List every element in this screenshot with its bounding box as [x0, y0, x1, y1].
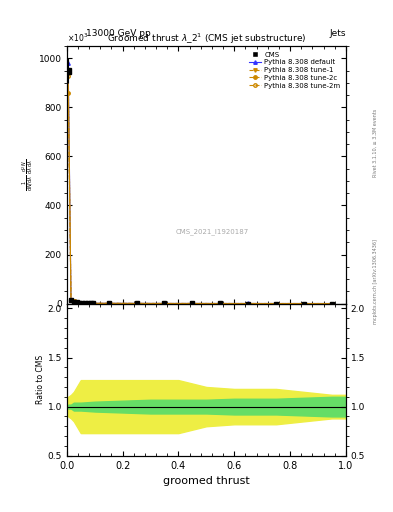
Text: CMS_2021_I1920187: CMS_2021_I1920187	[175, 228, 248, 235]
Text: mcplots.cern.ch [arXiv:1306.3436]: mcplots.cern.ch [arXiv:1306.3436]	[373, 239, 378, 324]
X-axis label: groomed thrust: groomed thrust	[163, 476, 250, 486]
Text: Rivet 3.1.10, ≥ 3.3M events: Rivet 3.1.10, ≥ 3.3M events	[373, 109, 378, 178]
Text: $\times 10^3$: $\times 10^3$	[67, 31, 88, 44]
Legend: CMS, Pythia 8.308 default, Pythia 8.308 tune-1, Pythia 8.308 tune-2c, Pythia 8.3: CMS, Pythia 8.308 default, Pythia 8.308 …	[247, 50, 342, 91]
Text: Jets: Jets	[329, 29, 346, 38]
Text: 13000 GeV pp: 13000 GeV pp	[86, 29, 151, 38]
Title: Groomed thrust $\lambda\_2^1$ (CMS jet substructure): Groomed thrust $\lambda\_2^1$ (CMS jet s…	[107, 32, 306, 46]
Y-axis label: Ratio to CMS: Ratio to CMS	[36, 355, 45, 404]
Y-axis label: $\frac{1}{\mathrm{d}N/\mathrm{d}\lambda}$ $\frac{\mathrm{d}^2 N}{\mathrm{d}\lamb: $\frac{1}{\mathrm{d}N/\mathrm{d}\lambda}…	[21, 159, 36, 191]
